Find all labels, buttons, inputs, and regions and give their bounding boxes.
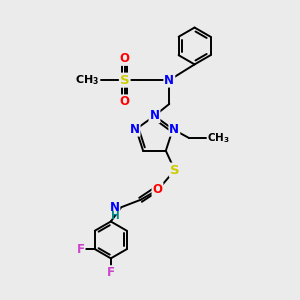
Text: $\mathregular{CH_3}$: $\mathregular{CH_3}$	[207, 131, 230, 145]
Text: N: N	[169, 123, 179, 136]
Text: N: N	[149, 109, 160, 122]
Text: H: H	[111, 211, 120, 220]
Text: F: F	[107, 266, 115, 279]
Text: O: O	[120, 95, 130, 108]
Text: N: N	[130, 123, 140, 136]
Text: S: S	[170, 164, 179, 177]
Text: N: N	[110, 201, 120, 214]
Text: N: N	[164, 74, 174, 87]
Text: $\mathregular{CH_3}$: $\mathregular{CH_3}$	[75, 73, 100, 87]
Text: O: O	[120, 52, 130, 65]
Text: S: S	[120, 74, 130, 87]
Text: F: F	[76, 243, 85, 256]
Text: O: O	[152, 183, 163, 196]
